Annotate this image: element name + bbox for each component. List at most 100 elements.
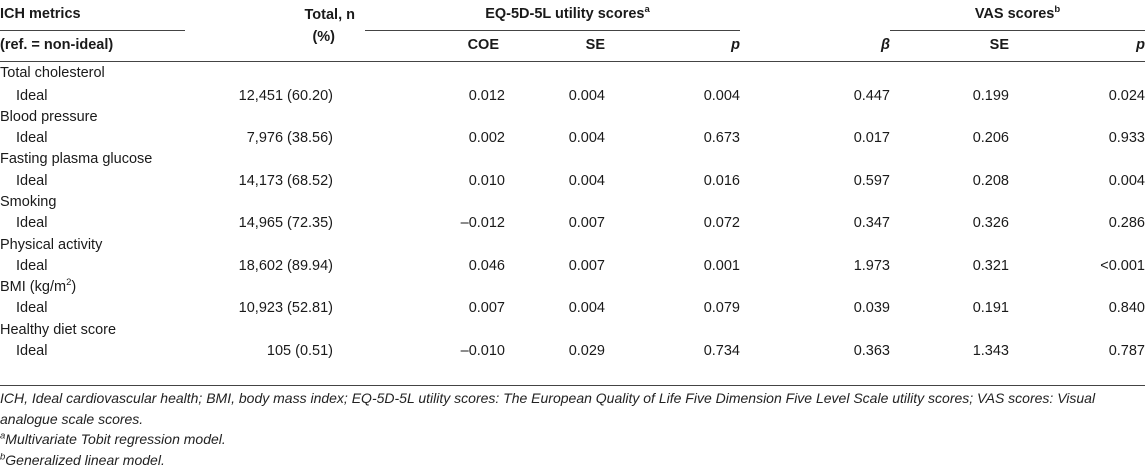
- group-label-text: Total cholesterol: [0, 65, 105, 82]
- table-row: Ideal 18,602 (89.94) 0.046 0.007 0.001 1.973 0…: [0, 256, 1145, 277]
- header-eq-se: SE: [505, 31, 605, 62]
- vas-se-cell: 0.206: [972, 130, 1009, 147]
- vas-se-cell: 1.343: [972, 343, 1009, 360]
- vas-se-cell: 0.208: [972, 172, 1009, 189]
- table-row: Ideal 7,976 (38.56) 0.002 0.004 0.673 0.017 0.…: [0, 128, 1145, 149]
- eq-se-cell: 0.004: [568, 172, 605, 189]
- coe-cell: –0.010: [460, 343, 505, 360]
- group-row: Total cholesterol: [0, 62, 1145, 86]
- group-label-text: Smoking: [0, 193, 57, 210]
- total-cell: 14,965 (72.35): [238, 215, 333, 232]
- group-row: Physical activity: [0, 235, 1145, 256]
- eq-se-cell: 0.029: [568, 343, 605, 360]
- header-eq-p: p: [731, 37, 740, 54]
- level-cell: Ideal: [16, 215, 48, 232]
- beta-cell: 0.447: [853, 87, 890, 104]
- group-label: Total cholesterol: [0, 62, 1145, 86]
- group-label: Healthy diet score: [0, 320, 1145, 341]
- eq-p-cell: 0.072: [703, 215, 740, 232]
- table-row: Ideal 105 (0.51) –0.010 0.029 0.734 0.363 1.34…: [0, 341, 1145, 362]
- eq-p-cell: 0.004: [703, 87, 740, 104]
- coe-cell: 0.010: [468, 172, 505, 189]
- group-row: Smoking: [0, 192, 1145, 213]
- coe-cell: 0.002: [468, 130, 505, 147]
- footer-rule: [0, 385, 1145, 386]
- beta-cell: 0.347: [853, 215, 890, 232]
- header-vas-sup: b: [1054, 4, 1061, 16]
- level-cell: Ideal: [16, 172, 48, 189]
- header-total-line2: (%): [312, 29, 335, 45]
- vas-p-cell: 0.286: [1108, 215, 1145, 232]
- table-body: Total cholesterol Ideal 12,451 (60.20) 0.01…: [0, 62, 1145, 363]
- header-row-1: ICH metrics Total, n (%) EQ-5D-5L utilit…: [0, 0, 1145, 45]
- eq-p-cell: 0.079: [703, 300, 740, 317]
- header-eq-se-label: SE: [585, 37, 605, 54]
- coe-cell: 0.007: [468, 300, 505, 317]
- header-row-2: (ref. = non-ideal) COE SE p β SE p: [0, 31, 1145, 62]
- total-cell: 14,173 (68.52): [238, 172, 333, 189]
- vas-p-cell: 0.004: [1108, 172, 1145, 189]
- vas-se-cell: 0.321: [972, 257, 1009, 274]
- eq-p-cell: 0.734: [703, 343, 740, 360]
- header-total: Total, n (%): [185, 0, 365, 62]
- header-eq-label: EQ-5D-5L utility scores: [485, 6, 645, 22]
- group-label-text: Blood pressure: [0, 108, 98, 125]
- beta-cell: 0.363: [853, 343, 890, 360]
- vas-se-cell: 0.191: [972, 300, 1009, 317]
- header-vas-beta: β: [881, 37, 890, 54]
- eq-se-cell: 0.004: [568, 130, 605, 147]
- table-row: Ideal 10,923 (52.81) 0.007 0.004 0.079 0.039 0…: [0, 298, 1145, 319]
- note-b-text: Generalized linear model.: [5, 451, 165, 468]
- header-ref: (ref. = non-ideal): [0, 37, 114, 54]
- beta-cell: 0.039: [853, 300, 890, 317]
- header-vas-label: VAS scores: [974, 6, 1055, 22]
- vas-p-cell: 0.787: [1108, 343, 1145, 360]
- vas-se-cell: 0.199: [972, 87, 1009, 104]
- eq-se-cell: 0.007: [568, 215, 605, 232]
- table-row: Ideal 12,451 (60.20) 0.012 0.004 0.004 0.447 0…: [0, 86, 1145, 107]
- group-label-text: Physical activity: [0, 236, 103, 253]
- group-label: Blood pressure: [0, 107, 1145, 128]
- level-cell: Ideal: [16, 130, 48, 147]
- header-eq-sup: a: [644, 4, 650, 16]
- coe-cell: 0.046: [468, 257, 505, 274]
- eq-p-cell: 0.016: [703, 172, 740, 189]
- group-label: Physical activity: [0, 235, 1145, 256]
- total-cell: 10,923 (52.81): [238, 300, 333, 317]
- beta-cell: 1.973: [853, 257, 890, 274]
- header-coe: COE: [365, 31, 505, 62]
- level-cell: Ideal: [16, 87, 48, 104]
- group-label: BMI (kg/m2): [0, 277, 1145, 298]
- header-metrics: ICH metrics: [0, 0, 185, 31]
- level-cell: Ideal: [16, 343, 48, 360]
- eq-p-cell: 0.001: [703, 257, 740, 274]
- group-row: Blood pressure: [0, 107, 1145, 128]
- group-row: Healthy diet score: [0, 320, 1145, 341]
- note-a-text: Multivariate Tobit regression model.: [5, 431, 226, 447]
- header-coe-label: COE: [467, 37, 499, 54]
- beta-cell: 0.597: [853, 172, 890, 189]
- eq-se-cell: 0.004: [568, 300, 605, 317]
- vas-se-cell: 0.326: [972, 215, 1009, 232]
- group-label-sup: 2: [66, 277, 72, 289]
- group-label-text: BMI (kg/m: [0, 279, 67, 296]
- total-cell: 105 (0.51): [266, 343, 333, 360]
- note-a-sup: a: [0, 430, 6, 442]
- group-label-text: Healthy diet score: [0, 321, 117, 338]
- header-vas-group: VAS scoresb: [890, 0, 1145, 31]
- total-cell: 7,976 (38.56): [246, 130, 333, 147]
- group-row: BMI (kg/m2): [0, 277, 1145, 298]
- group-label-text: Fasting plasma glucose: [0, 151, 153, 168]
- group-row: Fasting plasma glucose: [0, 149, 1145, 170]
- vas-p-cell: 0.024: [1108, 87, 1145, 104]
- group-label-tail: ): [71, 279, 77, 296]
- coe-cell: –0.012: [460, 215, 505, 232]
- eq-se-cell: 0.007: [568, 257, 605, 274]
- results-table-container: ICH metrics Total, n (%) EQ-5D-5L utilit…: [0, 0, 1145, 363]
- total-cell: 18,602 (89.94): [238, 257, 333, 274]
- note-a: aMultivariate Tobit regression model.: [0, 429, 1140, 450]
- level-cell: Ideal: [16, 300, 48, 317]
- table-row: Ideal 14,965 (72.35) –0.012 0.007 0.072 0.347…: [0, 213, 1145, 234]
- group-label: Fasting plasma glucose: [0, 149, 1145, 170]
- vas-p-cell: 0.933: [1108, 130, 1145, 147]
